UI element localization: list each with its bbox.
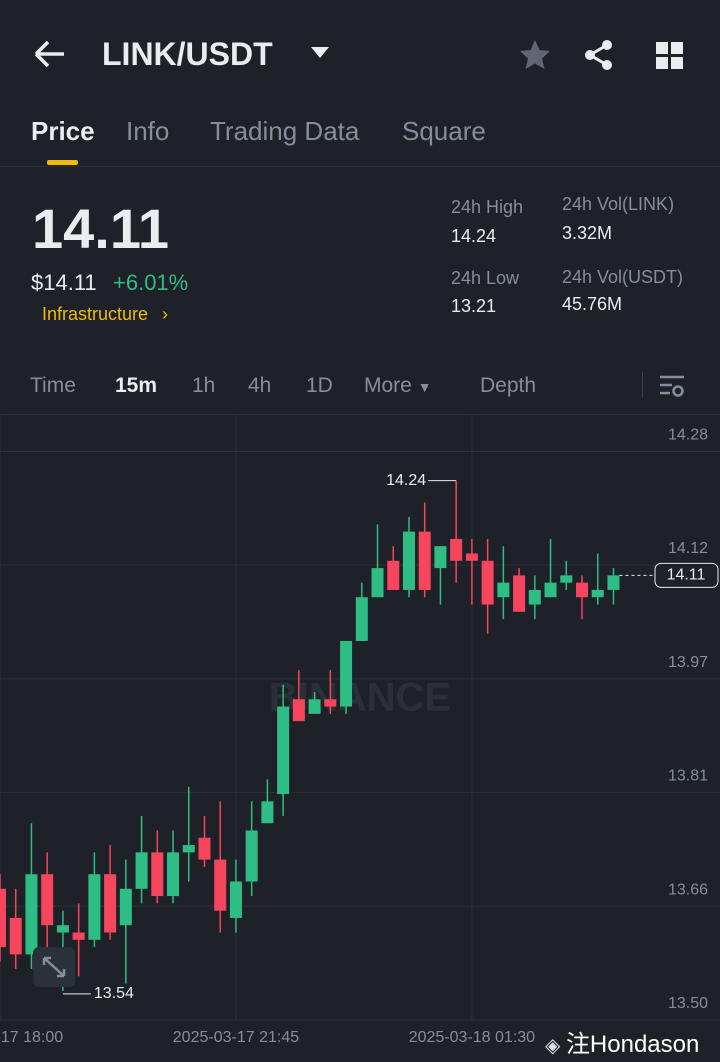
candle-body bbox=[340, 640, 353, 707]
tab-indicator bbox=[47, 160, 78, 165]
y-tick-label: 13.50 bbox=[668, 995, 708, 1012]
candle-body bbox=[182, 845, 195, 853]
last-price-label: 14.11 bbox=[667, 567, 706, 584]
stat-label: 24h Low bbox=[451, 268, 520, 288]
divider bbox=[642, 372, 643, 398]
stat-value: 45.76M bbox=[562, 294, 623, 314]
candle-body bbox=[560, 575, 573, 583]
x-tick-label: 2025-03-18 01:30 bbox=[409, 1029, 535, 1046]
grid-icon[interactable] bbox=[655, 41, 685, 71]
candle-body bbox=[576, 582, 589, 598]
back-button[interactable] bbox=[32, 38, 68, 70]
candle-body bbox=[481, 560, 494, 605]
y-tick-label: 13.97 bbox=[668, 654, 708, 671]
stat-value: 3.32M bbox=[562, 223, 613, 243]
candle-body bbox=[308, 699, 321, 714]
stat-value: 14.24 bbox=[451, 226, 497, 246]
y-tick-label: 14.28 bbox=[668, 426, 708, 443]
candle-body bbox=[277, 706, 290, 795]
candle-body bbox=[72, 932, 85, 940]
expand-button[interactable] bbox=[32, 946, 76, 988]
candle-body bbox=[528, 589, 541, 605]
user-watermark-text: 注Hondason bbox=[565, 1031, 700, 1058]
pair-dropdown[interactable] bbox=[310, 46, 330, 60]
favorite-icon[interactable] bbox=[518, 38, 552, 72]
low-label: 13.54 bbox=[94, 985, 134, 1002]
high-label: 14.24 bbox=[386, 472, 426, 489]
candle-body bbox=[245, 830, 258, 882]
candle-body bbox=[497, 582, 510, 598]
interval[interactable]: 15m bbox=[115, 374, 158, 397]
candle-body bbox=[591, 589, 604, 598]
candle-body bbox=[119, 888, 132, 926]
sector-tag[interactable]: Infrastructure › bbox=[42, 304, 169, 324]
candle-body bbox=[261, 801, 274, 824]
y-tick-label: 14.12 bbox=[668, 540, 708, 557]
usd-price: $14.11 bbox=[31, 270, 97, 295]
candle-body bbox=[167, 852, 180, 897]
y-tick-label: 13.81 bbox=[668, 768, 708, 785]
candle-body bbox=[513, 575, 526, 612]
candle-body bbox=[355, 597, 368, 641]
interval[interactable]: 4h bbox=[248, 374, 272, 397]
last-price: 14.11 bbox=[32, 197, 170, 260]
candle-body bbox=[214, 859, 227, 911]
candle-body bbox=[25, 874, 38, 955]
candle-body bbox=[607, 575, 620, 590]
candle-body bbox=[151, 852, 164, 897]
last-price-box bbox=[654, 562, 719, 588]
tab[interactable]: Price bbox=[31, 116, 95, 146]
price-change: +6.01% bbox=[113, 270, 189, 295]
candle-body bbox=[56, 925, 69, 933]
tab[interactable]: Info bbox=[126, 116, 170, 146]
more-menu[interactable]: More ▼ bbox=[364, 374, 432, 397]
pair-title[interactable]: LINK/USDT bbox=[102, 36, 273, 72]
candle-body bbox=[465, 553, 478, 561]
x-tick-label: 2025-03-17 18:00 bbox=[0, 1029, 63, 1046]
y-tick-label: 13.66 bbox=[668, 881, 708, 898]
candle-body bbox=[418, 531, 431, 590]
candle-body bbox=[402, 531, 415, 590]
sector-text[interactable]: Infrastructure bbox=[42, 304, 149, 324]
tab[interactable]: Square bbox=[402, 116, 486, 146]
candle-body bbox=[450, 538, 463, 561]
tab[interactable]: Trading Data bbox=[210, 116, 360, 146]
candle-body bbox=[198, 837, 211, 860]
candle-body bbox=[544, 582, 557, 598]
candle-body bbox=[41, 874, 54, 926]
stat-value: 13.21 bbox=[451, 296, 497, 316]
stat-label: 24h Vol(USDT) bbox=[562, 267, 684, 287]
candle-body bbox=[229, 881, 242, 918]
candle-body bbox=[324, 699, 337, 707]
user-watermark: ◈ 注Hondason bbox=[545, 1031, 700, 1058]
divider bbox=[0, 414, 720, 415]
more-text[interactable]: More bbox=[364, 374, 412, 397]
stat-label: 24h Vol(LINK) bbox=[562, 194, 675, 214]
depth-tab[interactable]: Depth bbox=[480, 374, 537, 397]
candle-body bbox=[0, 888, 6, 948]
chart-settings[interactable] bbox=[658, 374, 686, 398]
interval[interactable]: 1h bbox=[192, 374, 216, 397]
candle-body bbox=[135, 852, 148, 889]
candle-body bbox=[104, 874, 117, 933]
candle-body bbox=[371, 568, 384, 598]
stat-label: 24h High bbox=[451, 197, 524, 217]
candle-body bbox=[292, 699, 305, 722]
divider bbox=[0, 166, 720, 167]
share-icon[interactable] bbox=[582, 38, 616, 72]
candle-body bbox=[88, 874, 101, 940]
candle-body bbox=[387, 560, 400, 590]
candle-body bbox=[9, 917, 22, 955]
interval[interactable]: Time bbox=[30, 374, 76, 397]
candle-body bbox=[434, 546, 447, 569]
x-tick-label: 2025-03-17 21:45 bbox=[173, 1029, 299, 1046]
interval[interactable]: 1D bbox=[306, 374, 333, 397]
